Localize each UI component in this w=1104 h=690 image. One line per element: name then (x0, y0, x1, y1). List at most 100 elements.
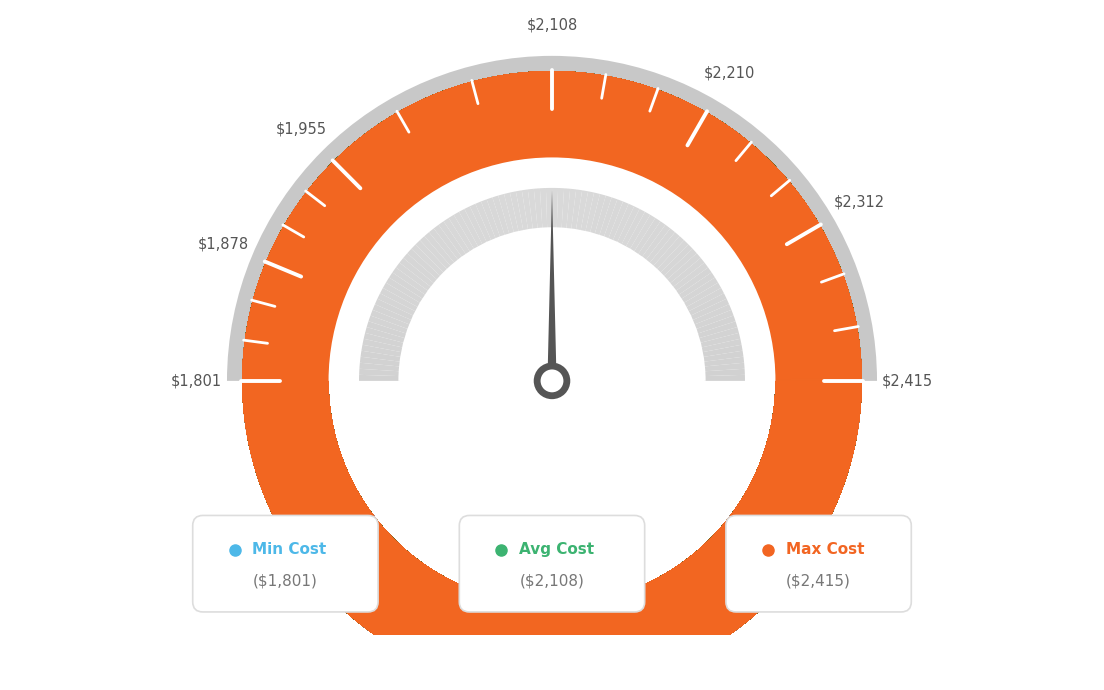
Wedge shape (242, 71, 862, 690)
Wedge shape (242, 71, 862, 690)
Wedge shape (242, 71, 862, 690)
Wedge shape (459, 209, 482, 248)
Wedge shape (242, 71, 862, 690)
Circle shape (533, 363, 571, 399)
Wedge shape (242, 71, 862, 690)
Wedge shape (242, 71, 862, 690)
Wedge shape (359, 368, 400, 376)
Wedge shape (242, 71, 862, 690)
Wedge shape (242, 71, 862, 690)
Wedge shape (242, 71, 862, 690)
Wedge shape (242, 71, 862, 690)
Wedge shape (242, 71, 862, 690)
Wedge shape (465, 206, 487, 245)
Wedge shape (242, 71, 862, 690)
Wedge shape (242, 71, 862, 690)
Wedge shape (242, 71, 862, 690)
Wedge shape (697, 322, 737, 338)
Wedge shape (242, 71, 862, 690)
Wedge shape (242, 71, 862, 690)
Wedge shape (242, 71, 862, 690)
Wedge shape (242, 71, 862, 690)
Wedge shape (242, 71, 862, 690)
Text: ($1,801): ($1,801) (253, 574, 318, 589)
Wedge shape (242, 71, 862, 690)
Wedge shape (660, 244, 692, 277)
Wedge shape (242, 71, 862, 690)
Wedge shape (242, 71, 862, 690)
Wedge shape (242, 71, 862, 690)
Wedge shape (412, 244, 444, 277)
Wedge shape (242, 71, 862, 690)
Wedge shape (242, 71, 862, 690)
Wedge shape (242, 71, 862, 690)
Wedge shape (242, 71, 862, 690)
Wedge shape (242, 71, 862, 690)
Wedge shape (242, 71, 862, 690)
Wedge shape (242, 71, 862, 690)
Wedge shape (242, 71, 862, 690)
Wedge shape (242, 71, 862, 690)
Wedge shape (242, 71, 862, 690)
Wedge shape (242, 71, 862, 690)
Wedge shape (329, 157, 775, 381)
Wedge shape (242, 71, 862, 690)
Wedge shape (242, 71, 862, 690)
Wedge shape (699, 327, 739, 343)
Wedge shape (242, 71, 862, 690)
Wedge shape (242, 71, 862, 690)
Wedge shape (242, 71, 862, 690)
Wedge shape (242, 71, 862, 690)
Wedge shape (242, 71, 862, 690)
Wedge shape (242, 71, 862, 690)
Wedge shape (686, 288, 724, 312)
Wedge shape (242, 71, 862, 690)
Wedge shape (242, 71, 862, 690)
Wedge shape (242, 71, 862, 690)
Wedge shape (242, 71, 862, 690)
Wedge shape (242, 71, 862, 690)
Text: $1,801: $1,801 (171, 373, 222, 388)
Wedge shape (242, 71, 862, 690)
Wedge shape (242, 71, 862, 690)
Wedge shape (242, 71, 862, 690)
Wedge shape (242, 71, 862, 690)
Wedge shape (242, 71, 862, 690)
Wedge shape (242, 71, 862, 690)
Wedge shape (693, 310, 733, 329)
Wedge shape (242, 71, 862, 690)
Wedge shape (242, 71, 862, 690)
Wedge shape (242, 71, 862, 690)
Wedge shape (444, 218, 470, 255)
Wedge shape (242, 71, 862, 690)
Wedge shape (359, 375, 400, 381)
Wedge shape (242, 71, 862, 690)
Wedge shape (424, 233, 455, 266)
Wedge shape (242, 71, 862, 690)
Wedge shape (652, 236, 684, 270)
Wedge shape (242, 71, 862, 690)
Wedge shape (242, 71, 862, 690)
Wedge shape (242, 71, 862, 690)
Wedge shape (242, 71, 862, 690)
Wedge shape (242, 71, 862, 690)
Wedge shape (242, 71, 862, 690)
Wedge shape (703, 363, 744, 371)
Wedge shape (242, 71, 862, 690)
Wedge shape (242, 71, 862, 690)
Wedge shape (242, 71, 862, 690)
Wedge shape (242, 71, 862, 690)
Wedge shape (634, 218, 660, 255)
Wedge shape (400, 258, 435, 288)
Wedge shape (242, 71, 862, 690)
Wedge shape (242, 71, 862, 690)
Wedge shape (242, 71, 862, 690)
Wedge shape (242, 71, 862, 690)
Wedge shape (242, 71, 862, 690)
Wedge shape (242, 71, 862, 690)
Wedge shape (701, 339, 742, 353)
Wedge shape (242, 71, 862, 690)
Wedge shape (365, 327, 405, 343)
Wedge shape (242, 71, 862, 690)
Wedge shape (242, 71, 862, 690)
